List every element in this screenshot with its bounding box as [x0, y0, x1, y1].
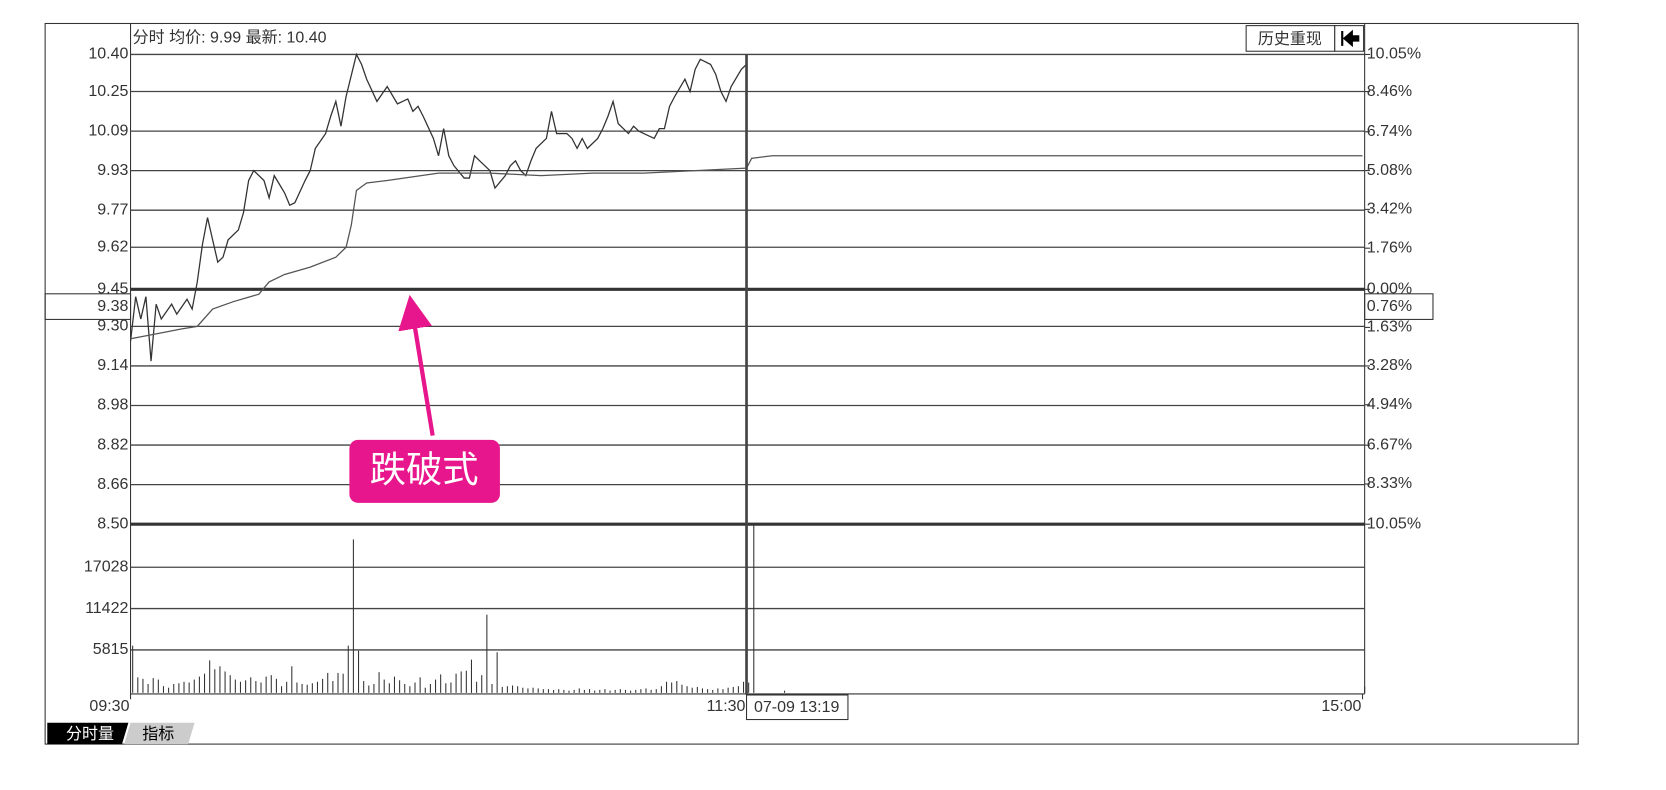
y2-tick-label: 0.00% — [1367, 281, 1412, 298]
y-tick-label: 9.77 — [97, 201, 128, 218]
tab[interactable] — [124, 722, 195, 745]
tab-active[interactable] — [47, 722, 129, 745]
y2-tick-label: 8.46% — [1367, 83, 1412, 100]
back-icon[interactable] — [1341, 29, 1360, 48]
y2-tick-label: 5.08% — [1367, 162, 1412, 179]
y-tick-label: 9.93 — [97, 162, 128, 179]
annotation-arrow — [398, 294, 435, 436]
y2-tick-label: 6.67% — [1367, 436, 1412, 453]
y2-tick-label: 10.05% — [1367, 46, 1421, 63]
cursor-time-box — [745, 694, 849, 721]
annotation-box — [349, 439, 500, 503]
cursor-change-box — [1364, 293, 1434, 320]
y2-tick-label: 1.63% — [1367, 319, 1412, 336]
history-button-label[interactable]: 历史重现 — [1258, 29, 1322, 48]
cursor-price-label: 9.38 — [97, 298, 128, 315]
cursor-price-box — [44, 293, 132, 320]
volume-tick-label: 17028 — [84, 558, 129, 575]
price-line — [130, 155, 1363, 340]
price-line — [129, 52, 747, 362]
y2-tick-label: 3.42% — [1367, 201, 1412, 218]
x-tick-label: 09:30 — [89, 698, 129, 715]
tab-label[interactable]: 指标 — [142, 724, 174, 743]
y-tick-label: 8.82 — [97, 436, 128, 453]
chart-subtitle: 分时 均价: 9.99 最新: 10.40 — [133, 29, 327, 47]
y2-tick-label: 3.28% — [1367, 357, 1412, 374]
y-tick-label: 10.40 — [88, 46, 128, 63]
y2-tick-label: 1.76% — [1367, 239, 1412, 256]
y-tick-label: 9.45 — [97, 281, 128, 298]
back-button[interactable] — [1334, 25, 1365, 52]
y-tick-label: 10.25 — [88, 83, 128, 100]
cursor-time-label: 07-09 13:19 — [754, 699, 840, 716]
y-tick-label: 10.09 — [88, 122, 128, 139]
annotation-label: 跌破式 — [370, 448, 479, 491]
volume-tick-label: 5815 — [93, 641, 129, 658]
x-tick-label: 11:30 — [707, 698, 746, 715]
cursor-change-label: 0.76% — [1367, 298, 1412, 315]
history-button-box[interactable] — [1245, 25, 1336, 52]
y2-tick-label: 8.33% — [1367, 475, 1412, 492]
y-tick-label: 9.30 — [97, 318, 128, 335]
y2-tick-label: 6.74% — [1367, 123, 1412, 140]
y-tick-label: 9.14 — [97, 357, 128, 374]
tabs: 分时量 指标 — [47, 722, 195, 745]
tab-label[interactable]: 分时量 — [66, 724, 114, 743]
y-tick-label: 8.98 — [97, 397, 128, 414]
y-tick-label: 8.66 — [97, 476, 128, 493]
history-button[interactable]: 历史重现 — [1245, 25, 1336, 52]
volume-tick-label: 11422 — [85, 600, 128, 617]
frame — [44, 22, 1579, 745]
x-tick-label: 15:00 — [1321, 698, 1361, 715]
y2-tick-label: 4.94% — [1367, 396, 1412, 413]
y-tick-label: 8.50 — [97, 515, 128, 532]
y2-tick-label: 10.05% — [1367, 515, 1421, 532]
y-tick-label: 9.62 — [97, 239, 128, 256]
